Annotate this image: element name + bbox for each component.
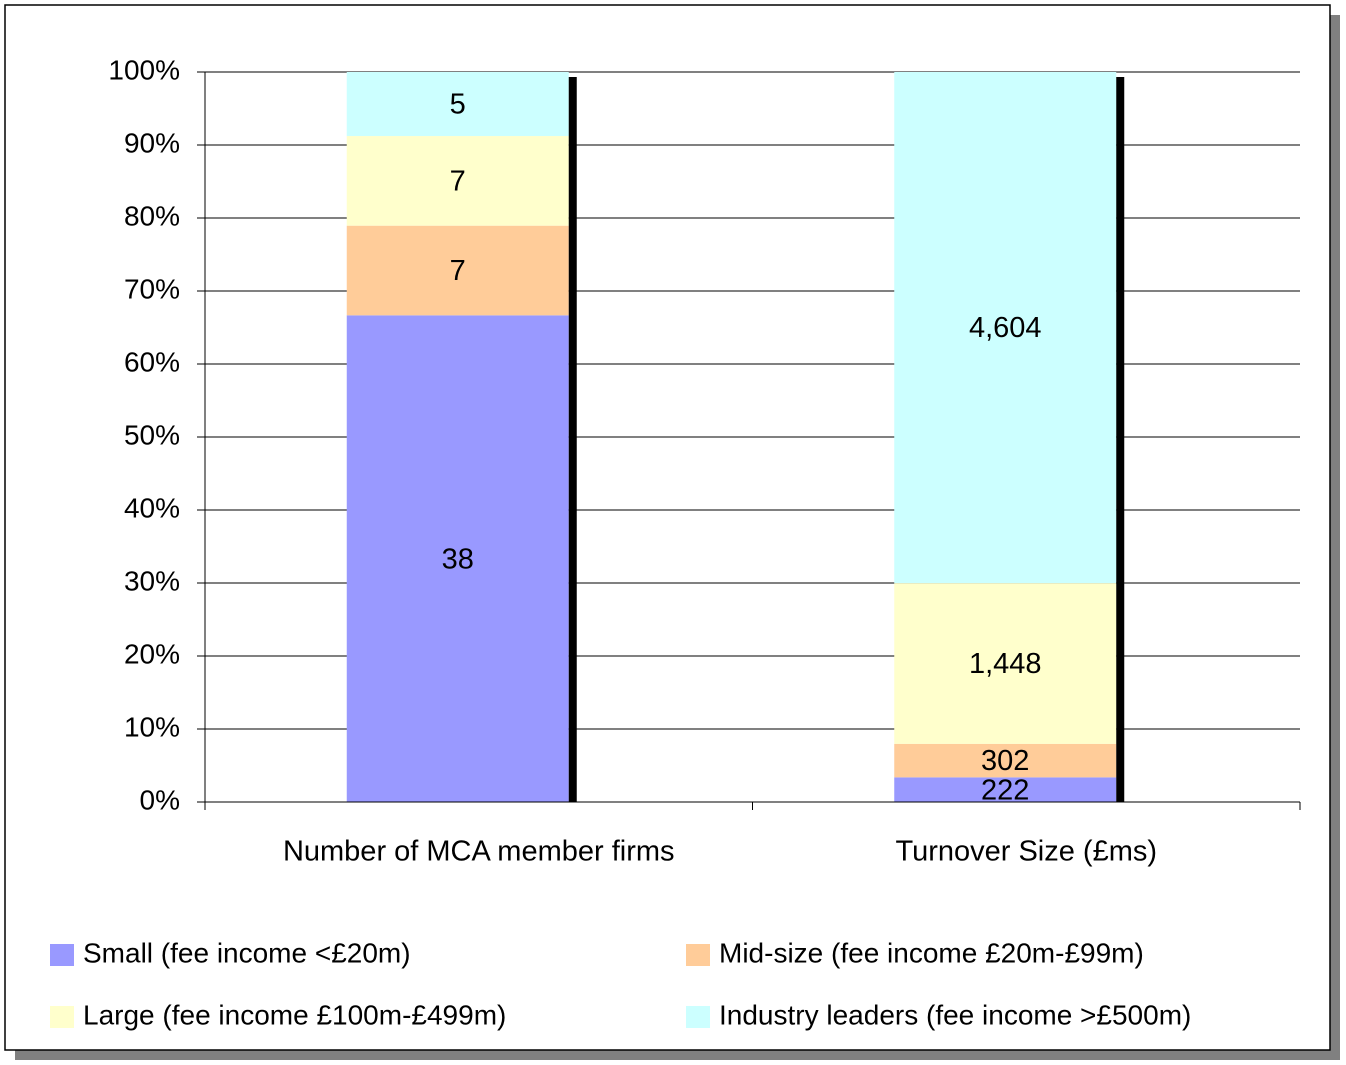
bar-segment [346,225,569,316]
legend-swatch [50,944,74,966]
legend-label: Mid-size (fee income £20m-£99m) [719,937,1144,968]
y-tick-label: 70% [124,273,180,304]
value-label: 222 [981,774,1029,806]
x-tick-label: Turnover Size (£ms) [895,836,1157,868]
y-tick-label: 30% [124,565,180,596]
value-label: 1,448 [969,648,1042,680]
y-tick-label: 90% [124,127,180,158]
x-tick-label: Number of MCA member firms [283,836,675,868]
bar-segment [894,72,1117,584]
bar-edge [568,77,577,802]
y-tick-label: 60% [124,346,180,377]
bar-segment [346,315,569,802]
y-tick-label: 50% [124,419,180,450]
y-tick-label: 0% [140,784,180,815]
legend-label: Large (fee income £100m-£499m) [83,999,506,1030]
legend-label: Small (fee income <£20m) [83,937,411,968]
y-tick-label: 100% [108,54,180,85]
bar-segment [346,136,569,226]
bar-segment [894,743,1117,778]
bar-segment [894,583,1117,744]
y-tick-label: 40% [124,492,180,523]
value-label: 302 [981,745,1029,777]
value-label: 5 [450,89,466,121]
legend-swatch [50,1006,74,1028]
bar-edge [1116,77,1125,802]
value-label: 4,604 [969,312,1042,344]
chart-frame [4,4,1331,1051]
value-label: 7 [450,166,466,198]
legend-swatch [686,1006,710,1028]
value-label: 38 [442,543,474,575]
legend-label: Industry leaders (fee income >£500m) [719,999,1191,1030]
y-tick-label: 20% [124,638,180,669]
y-tick-label: 10% [124,711,180,742]
bar-segment [894,777,1117,802]
legend-swatch [686,944,710,966]
y-tick-label: 80% [124,200,180,231]
bar-segment [346,72,569,137]
value-label: 7 [450,255,466,287]
